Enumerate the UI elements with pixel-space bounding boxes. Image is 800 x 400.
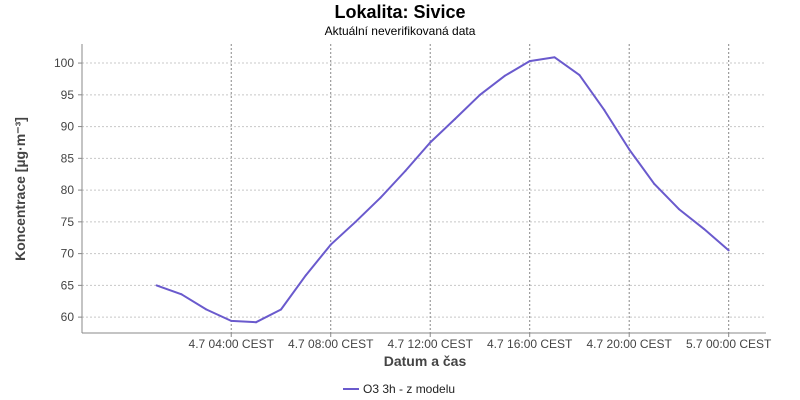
x-tick-label: 4.7 08:00 CEST: [288, 337, 374, 351]
legend-label-o3: O3 3h - z modelu: [363, 382, 455, 396]
chart-title: Lokalita: Sivice: [334, 2, 465, 22]
data-point: [478, 93, 481, 96]
x-axis-ticks: 4.7 04:00 CEST 4.7 08:00 CEST 4.7 12:00 CE…: [189, 333, 772, 351]
y-tick-label: 90: [61, 120, 75, 134]
vertical-grid: [230, 44, 730, 333]
x-axis-label: Datum a čas: [384, 353, 467, 369]
y-tick-label: 75: [61, 215, 75, 229]
y-tick-label: 85: [61, 151, 75, 165]
y-tick-label: 80: [61, 183, 75, 197]
data-point: [304, 274, 307, 277]
chart-subtitle: Aktuální neverifikovaná data: [325, 24, 476, 38]
data-point: [503, 74, 506, 77]
data-point: [603, 109, 606, 112]
data-point: [155, 284, 158, 287]
data-point: [727, 249, 730, 252]
data-point: [255, 321, 258, 324]
data-point: [404, 170, 407, 173]
series-line-o3: [156, 56, 730, 324]
data-point: [454, 117, 457, 120]
data-point: [578, 74, 581, 77]
data-point: [553, 56, 556, 59]
data-point: [429, 141, 432, 144]
x-tick-label: 4.7 20:00 CEST: [587, 337, 673, 351]
x-tick-label: 4.7 12:00 CEST: [388, 337, 474, 351]
y-tick-label: 95: [61, 88, 75, 102]
data-point: [677, 208, 680, 211]
data-point: [329, 243, 332, 246]
data-point: [230, 319, 233, 322]
x-tick-label: 4.7 04:00 CEST: [189, 337, 275, 351]
data-point: [528, 60, 531, 63]
data-point: [379, 196, 382, 199]
data-point: [205, 308, 208, 311]
data-point: [653, 182, 656, 185]
data-point: [354, 220, 357, 223]
data-point: [279, 308, 282, 311]
data-point: [180, 293, 183, 296]
data-point: [702, 227, 705, 230]
y-tick-label: 60: [61, 310, 75, 324]
legend: O3 3h - z modelu: [343, 382, 455, 396]
horizontal-grid: [82, 62, 766, 318]
x-tick-label: 5.7 00:00 CEST: [686, 337, 772, 351]
y-tick-label: 100: [54, 56, 74, 70]
y-axis-label: Koncentrace [µg·m⁻³]: [12, 117, 28, 261]
plot-area: 60 65 70 75 80 85 90 95 100 4.7 04:00 CEST 4.7 08…: [54, 44, 772, 351]
y-axis-ticks: 60 65 70 75 80 85 90 95 100: [54, 56, 82, 324]
series-group: [155, 56, 730, 324]
y-tick-label: 70: [61, 247, 75, 261]
x-tick-label: 4.7 16:00 CEST: [487, 337, 573, 351]
data-point: [628, 148, 631, 151]
y-tick-label: 65: [61, 278, 75, 292]
